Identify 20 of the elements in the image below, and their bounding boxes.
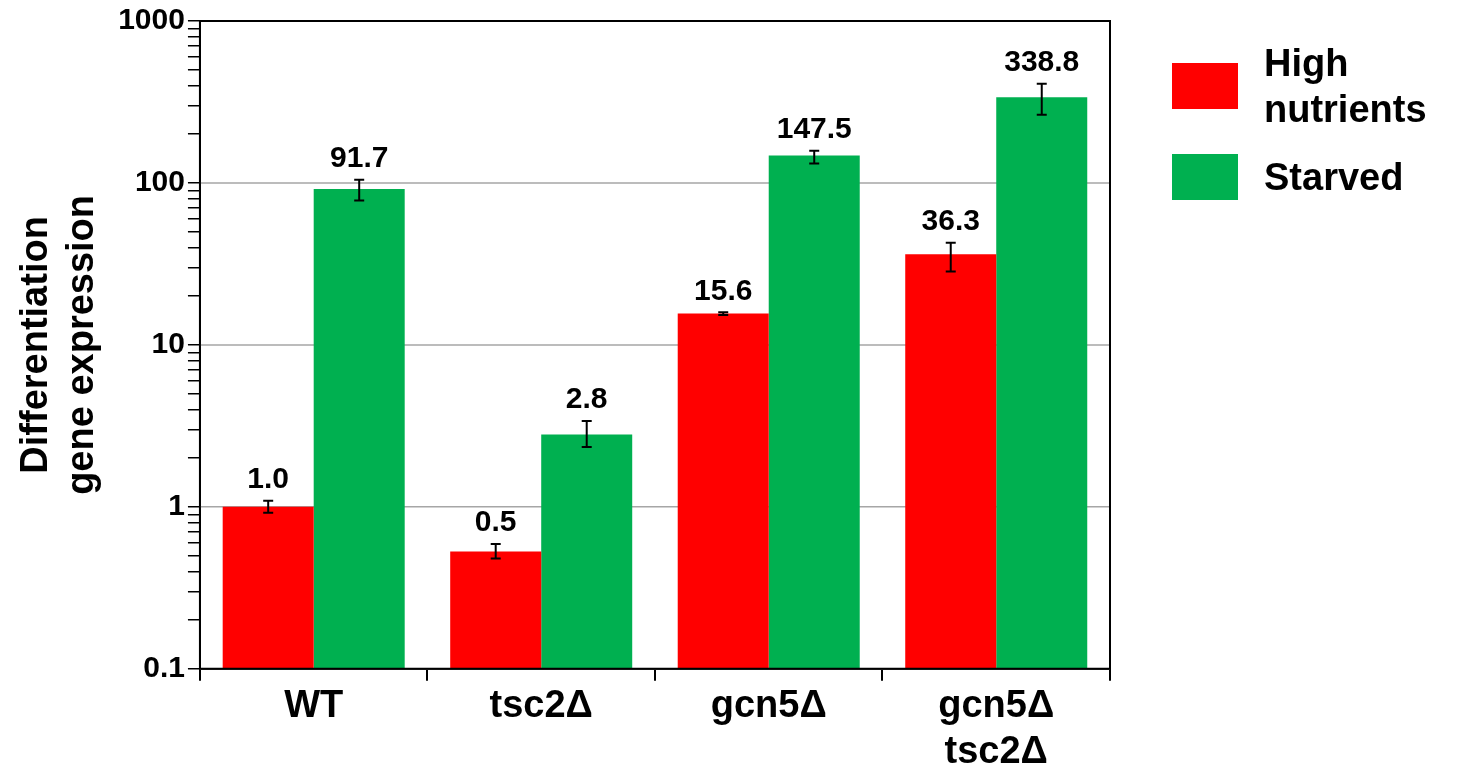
y-tick-label: 1000 [118,2,185,36]
legend-label: Starved [1264,155,1405,200]
data-label: 147.5 [776,111,852,145]
data-label: 338.8 [1004,43,1080,77]
y-tick-label: 10 [151,326,185,360]
x-tick-label: gcn5Δ [710,683,827,726]
y-axis-title: Differentiation gene expression [13,194,101,495]
data-label: 0.5 [474,504,517,538]
data-label: 91.7 [330,140,389,174]
data-label: 36.3 [921,202,980,236]
data-label: 15.6 [694,272,753,306]
x-tick-label: gcn5Δ tsc2Δ [938,683,1055,771]
y-tick-label: 0.1 [143,650,185,684]
legend-label: High nutrients [1264,41,1428,132]
y-tick-label: 1 [168,488,185,522]
y-tick-label: 100 [134,164,185,198]
x-tick-label: WT [284,683,344,726]
data-label: 2.8 [565,381,608,415]
data-label: 1.0 [247,461,290,495]
x-tick-label: tsc2Δ [489,683,593,726]
